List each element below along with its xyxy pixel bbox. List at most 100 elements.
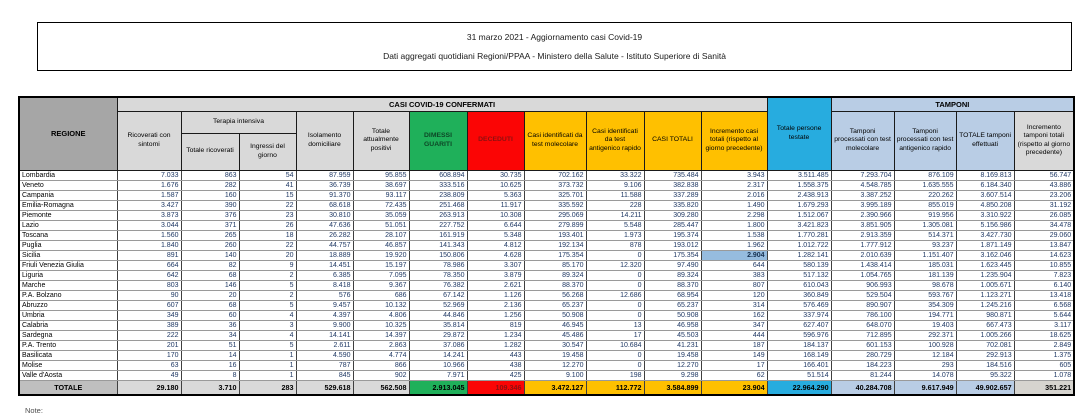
- region-name-cell[interactable]: Calabria: [18, 319, 118, 331]
- value-cell[interactable]: 4.806: [352, 309, 410, 321]
- value-cell[interactable]: 4.812: [466, 239, 525, 251]
- value-cell[interactable]: 1.770.281: [766, 229, 832, 241]
- value-cell[interactable]: 845: [295, 369, 354, 381]
- region-name-cell[interactable]: Campania: [18, 189, 118, 201]
- total-value-cell[interactable]: 562.508: [352, 379, 410, 396]
- value-cell[interactable]: 335.820: [643, 199, 702, 211]
- value-cell[interactable]: 260: [180, 239, 240, 251]
- value-cell[interactable]: 9.367: [352, 279, 410, 291]
- value-cell[interactable]: 3.879: [466, 269, 525, 281]
- value-cell[interactable]: 8.169.813: [955, 169, 1015, 181]
- value-cell[interactable]: 2.317: [700, 179, 768, 191]
- value-cell[interactable]: 1.560: [116, 229, 182, 241]
- value-cell[interactable]: 7.293.704: [830, 169, 895, 181]
- value-cell[interactable]: 201: [116, 339, 182, 351]
- value-cell[interactable]: 140: [180, 249, 240, 261]
- value-cell[interactable]: 222: [116, 329, 182, 341]
- value-cell[interactable]: 23: [238, 209, 297, 221]
- value-cell[interactable]: 14.211: [585, 209, 645, 221]
- value-cell[interactable]: 60: [180, 309, 240, 321]
- value-cell[interactable]: 4.628: [466, 249, 525, 261]
- value-cell[interactable]: 11.588: [585, 189, 645, 201]
- value-cell[interactable]: 576.469: [766, 299, 832, 311]
- value-cell[interactable]: 347: [700, 319, 768, 331]
- region-name-cell[interactable]: Sicilia: [18, 249, 118, 261]
- value-cell[interactable]: 30.735: [466, 169, 525, 181]
- value-cell[interactable]: 4.548.785: [830, 179, 895, 191]
- value-cell[interactable]: 607: [116, 299, 182, 311]
- value-cell[interactable]: 38.697: [352, 179, 410, 191]
- value-cell[interactable]: 54: [238, 169, 297, 181]
- value-cell[interactable]: 3.607.514: [955, 189, 1015, 201]
- value-cell[interactable]: 8.418: [295, 279, 354, 291]
- value-cell[interactable]: 0: [585, 309, 645, 321]
- value-cell[interactable]: 78.986: [408, 259, 468, 271]
- value-cell[interactable]: 919.956: [893, 209, 957, 221]
- value-cell[interactable]: 187: [700, 339, 768, 351]
- value-cell[interactable]: 95.855: [352, 169, 410, 181]
- value-cell[interactable]: 9.106: [585, 179, 645, 191]
- value-cell[interactable]: 68.618: [295, 199, 354, 211]
- value-cell[interactable]: 3.044: [116, 219, 182, 231]
- value-cell[interactable]: 2.863: [352, 339, 410, 351]
- value-cell[interactable]: 2.016: [700, 189, 768, 201]
- value-cell[interactable]: 10.625: [466, 179, 525, 191]
- value-cell[interactable]: 280.729: [830, 349, 895, 361]
- value-cell[interactable]: 1.558.375: [766, 179, 832, 191]
- value-cell[interactable]: 175.354: [643, 249, 702, 261]
- value-cell[interactable]: 184.516: [955, 359, 1015, 371]
- value-cell[interactable]: 51: [180, 339, 240, 351]
- region-name-cell[interactable]: Lazio: [18, 219, 118, 231]
- value-cell[interactable]: 712.895: [830, 329, 895, 341]
- value-cell[interactable]: 36: [180, 319, 240, 331]
- selected-cell[interactable]: 2.904: [700, 249, 768, 261]
- value-cell[interactable]: 12.686: [585, 289, 645, 301]
- value-cell[interactable]: 28.107: [352, 229, 410, 241]
- value-cell[interactable]: 2: [238, 269, 297, 281]
- value-cell[interactable]: 85.170: [523, 259, 587, 271]
- value-cell[interactable]: 285.447: [643, 219, 702, 231]
- value-cell[interactable]: 26: [238, 219, 297, 231]
- value-cell[interactable]: 3.427: [116, 199, 182, 211]
- value-cell[interactable]: 15.197: [352, 259, 410, 271]
- value-cell[interactable]: 34.478: [1013, 219, 1075, 231]
- value-cell[interactable]: 89.324: [643, 269, 702, 281]
- value-cell[interactable]: 9.457: [295, 299, 354, 311]
- value-cell[interactable]: 593.767: [893, 289, 957, 301]
- value-cell[interactable]: 220.262: [893, 189, 957, 201]
- value-cell[interactable]: 19.920: [352, 249, 410, 261]
- value-cell[interactable]: 5.363: [466, 189, 525, 201]
- value-cell[interactable]: 807: [700, 279, 768, 291]
- value-cell[interactable]: 642: [116, 269, 182, 281]
- value-cell[interactable]: 3: [238, 319, 297, 331]
- value-cell[interactable]: 819: [466, 319, 525, 331]
- value-cell[interactable]: 37.086: [408, 339, 468, 351]
- value-cell[interactable]: 702.081: [955, 339, 1015, 351]
- value-cell[interactable]: 46.945: [523, 319, 587, 331]
- value-cell[interactable]: 514.371: [893, 229, 957, 241]
- value-cell[interactable]: 65.237: [643, 299, 702, 311]
- value-cell[interactable]: 354.309: [893, 299, 957, 311]
- value-cell[interactable]: 2.298: [700, 209, 768, 221]
- value-cell[interactable]: 35.059: [352, 209, 410, 221]
- value-cell[interactable]: 162: [700, 309, 768, 321]
- value-cell[interactable]: 686: [352, 289, 410, 301]
- value-cell[interactable]: 63: [116, 359, 182, 371]
- value-cell[interactable]: 335.592: [523, 199, 587, 211]
- value-cell[interactable]: 2.136: [466, 299, 525, 311]
- value-cell[interactable]: 195.374: [643, 229, 702, 241]
- region-name-cell[interactable]: P.A. Trento: [18, 339, 118, 351]
- value-cell[interactable]: 0: [585, 299, 645, 311]
- value-cell[interactable]: 1: [238, 349, 297, 361]
- value-cell[interactable]: 438: [466, 359, 525, 371]
- value-cell[interactable]: 576: [295, 289, 354, 301]
- value-cell[interactable]: 2.849: [1013, 339, 1075, 351]
- value-cell[interactable]: 292.371: [893, 329, 957, 341]
- value-cell[interactable]: 14.078: [893, 369, 957, 381]
- value-cell[interactable]: 10.855: [1013, 259, 1075, 271]
- value-cell[interactable]: 19.458: [523, 349, 587, 361]
- value-cell[interactable]: 1.256: [466, 309, 525, 321]
- value-cell[interactable]: 9.900: [295, 319, 354, 331]
- total-value-cell[interactable]: 283: [238, 379, 297, 396]
- value-cell[interactable]: 10.132: [352, 299, 410, 311]
